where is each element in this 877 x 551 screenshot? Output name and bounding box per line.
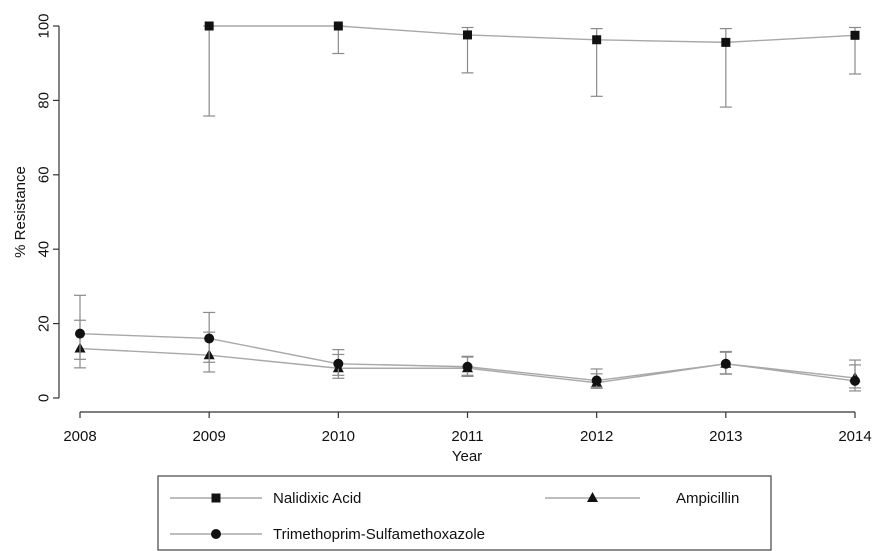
legend-label: Trimethoprim-Sulfamethoxazole xyxy=(273,526,485,543)
legend-item: Trimethoprim-Sulfamethoxazole xyxy=(170,526,485,543)
data-point xyxy=(204,333,215,344)
x-tick-label: 2010 xyxy=(322,428,355,445)
x-axis-title: Year xyxy=(452,448,482,465)
x-tick-label: 2011 xyxy=(451,428,483,445)
y-tick-label: 80 xyxy=(36,92,53,109)
data-point xyxy=(333,21,343,31)
series-line xyxy=(209,25,856,44)
series-circle xyxy=(74,294,861,392)
data-point xyxy=(462,361,473,372)
x-tick-label: 2009 xyxy=(192,428,225,445)
y-axis: 0 20 40 60 80 100 xyxy=(36,13,60,402)
plot-area xyxy=(74,21,861,392)
data-point xyxy=(720,358,731,369)
data-point xyxy=(591,375,602,386)
x-tick-label: 2008 xyxy=(63,428,96,445)
legend-marker xyxy=(211,493,221,503)
legend-label: Nalidixic Acid xyxy=(273,490,361,507)
legend-item: Ampicillin xyxy=(545,490,739,507)
legend-label: Ampicillin xyxy=(676,490,739,507)
data-point xyxy=(850,30,860,40)
x-tick-label: 2013 xyxy=(709,428,742,445)
legend-marker xyxy=(587,492,598,502)
data-point xyxy=(333,358,344,369)
x-tick-label: 2014 xyxy=(838,428,871,445)
x-axis: 2008 2009 2010 2011 2012 2013 2014 xyxy=(63,411,872,445)
legend: Nalidixic Acid Ampicillin Trimethoprim-Sul… xyxy=(157,475,772,551)
legend-box xyxy=(157,475,772,551)
data-point xyxy=(592,35,602,45)
legend-marker xyxy=(211,529,221,539)
data-point xyxy=(721,37,731,47)
y-axis-title: % Resistance xyxy=(12,166,29,258)
series-square xyxy=(203,21,861,117)
data-point xyxy=(850,375,860,386)
y-tick-label: 0 xyxy=(36,394,53,402)
series-triangle xyxy=(74,319,861,389)
y-tick-label: 100 xyxy=(36,13,53,38)
legend-item: Nalidixic Acid xyxy=(170,490,361,507)
y-tick-label: 60 xyxy=(36,166,53,183)
y-tick-label: 20 xyxy=(36,315,53,332)
data-point xyxy=(75,328,85,339)
data-point xyxy=(204,21,214,31)
y-tick-label: 40 xyxy=(36,241,53,258)
data-point xyxy=(463,30,472,40)
x-tick-label: 2012 xyxy=(580,428,613,445)
